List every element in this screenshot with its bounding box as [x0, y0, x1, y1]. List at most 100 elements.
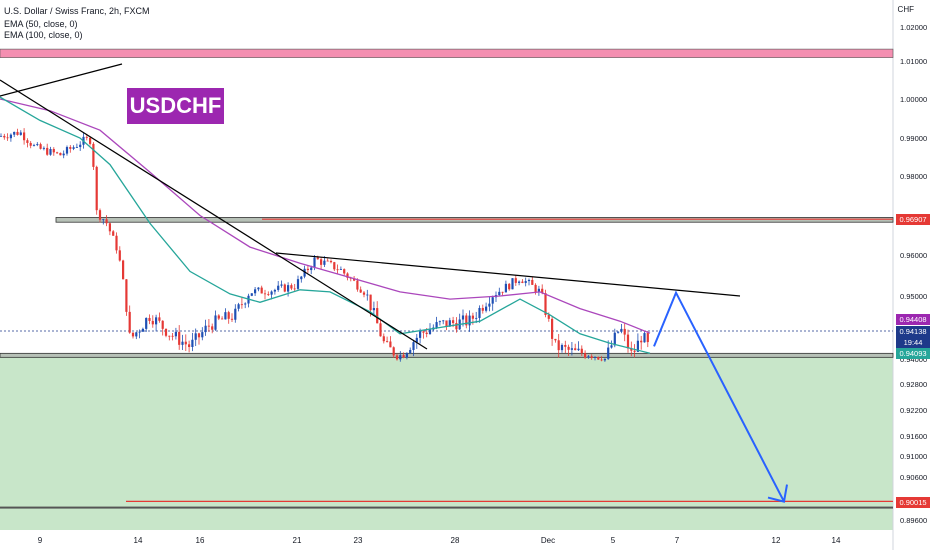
candle-body: [537, 288, 540, 293]
candle-body: [23, 132, 26, 141]
candle-body: [534, 284, 537, 293]
y-tick-label: 0.92200: [900, 406, 927, 415]
candle-body: [306, 268, 309, 271]
ema50-line: [0, 96, 651, 354]
candle-body: [148, 317, 151, 321]
candle-body: [181, 341, 184, 345]
candle-body: [557, 340, 560, 351]
candle-body: [488, 303, 491, 307]
candle-body: [554, 338, 557, 341]
candle-body: [316, 257, 319, 260]
candle-body: [59, 152, 62, 156]
ema100-line: [0, 98, 651, 334]
candle-body: [260, 287, 263, 294]
downtrend-line: [0, 79, 428, 350]
candle-body: [46, 147, 49, 155]
y-tick-label: 0.90600: [900, 473, 927, 482]
candle-body: [303, 268, 306, 277]
resistance-price-tag: 0.96907: [896, 214, 930, 225]
candle-body: [468, 315, 471, 326]
y-tick-label: 0.98000: [900, 172, 927, 181]
candle-body: [603, 358, 606, 361]
candle-body: [617, 331, 620, 333]
ema50-legend[interactable]: EMA (50, close, 0): [4, 19, 78, 29]
candle-body: [600, 359, 603, 361]
y-tick-label: 0.91000: [900, 452, 927, 461]
candle-body: [287, 285, 290, 292]
candle-body: [75, 147, 78, 148]
candle-body: [310, 267, 313, 271]
candle-body: [171, 335, 174, 337]
descending-resistance-line: [275, 252, 741, 297]
candle-body: [135, 332, 138, 337]
candle-body: [158, 317, 161, 321]
candle-body: [250, 293, 253, 296]
candle-body: [419, 331, 422, 338]
candle-body: [613, 332, 616, 346]
candle-body: [131, 332, 135, 337]
candle-body: [89, 137, 92, 144]
candle-body: [620, 328, 623, 332]
candle-body: [178, 331, 181, 345]
candle-body: [435, 322, 438, 328]
candle-body: [584, 353, 587, 358]
candle-body: [3, 135, 6, 138]
candle-body: [376, 308, 379, 324]
candle-body: [277, 285, 280, 290]
x-tick-label: 5: [611, 536, 616, 545]
x-tick-label: 12: [772, 536, 781, 545]
candle-body: [102, 219, 105, 221]
candle-body: [273, 289, 276, 292]
candle-body: [49, 149, 52, 155]
candle-body: [244, 303, 247, 305]
candle-body: [481, 307, 484, 311]
candle-body: [270, 291, 273, 295]
x-tick-label: 14: [832, 536, 841, 545]
y-tick-label: 1.02000: [900, 23, 927, 32]
candle-body: [125, 279, 128, 312]
candle-body: [36, 144, 39, 146]
candle-body: [161, 320, 164, 329]
support-box-zone: [0, 352, 894, 358]
candle-body: [636, 340, 639, 352]
candle-body: [333, 262, 336, 270]
candle-body: [415, 337, 418, 343]
candle-body: [428, 329, 432, 335]
candle-body: [574, 348, 577, 351]
candle-body: [580, 348, 583, 354]
candle-body: [343, 269, 346, 274]
candle-body: [544, 293, 547, 315]
candle-body: [366, 294, 369, 296]
candle-body: [442, 320, 445, 322]
candle-body: [607, 347, 610, 359]
target-price-tag: 0.90015: [896, 497, 930, 508]
candle-body: [547, 314, 550, 319]
candle-body: [461, 315, 465, 320]
y-tick-label: 0.94000: [900, 355, 927, 364]
candle-body: [240, 304, 243, 306]
candle-body: [221, 318, 224, 320]
candle-body: [39, 144, 42, 149]
candle-body: [62, 153, 65, 156]
candle-body: [92, 143, 95, 167]
y-tick-label: 0.95000: [900, 292, 927, 301]
candle-body: [56, 152, 59, 154]
candle-body: [395, 355, 399, 360]
symbol-title: U.S. Dollar / Swiss Franc, 2h, FXCM: [4, 6, 150, 16]
candle-body: [19, 132, 22, 135]
candle-body: [290, 285, 293, 289]
candle-body: [633, 350, 636, 352]
candle-body: [518, 281, 521, 283]
candle-body: [646, 333, 649, 343]
candle-body: [455, 323, 458, 330]
candle-body: [0, 135, 3, 137]
candle-body: [504, 283, 507, 293]
candle-body: [6, 137, 9, 139]
candle-body: [362, 292, 366, 295]
y-tick-label: 0.99000: [900, 134, 927, 143]
candle-body: [498, 291, 501, 296]
projection-arrowhead: [767, 484, 788, 503]
candle-body: [168, 335, 171, 337]
ema100-legend: EMA (100, close, 0): [4, 30, 83, 40]
